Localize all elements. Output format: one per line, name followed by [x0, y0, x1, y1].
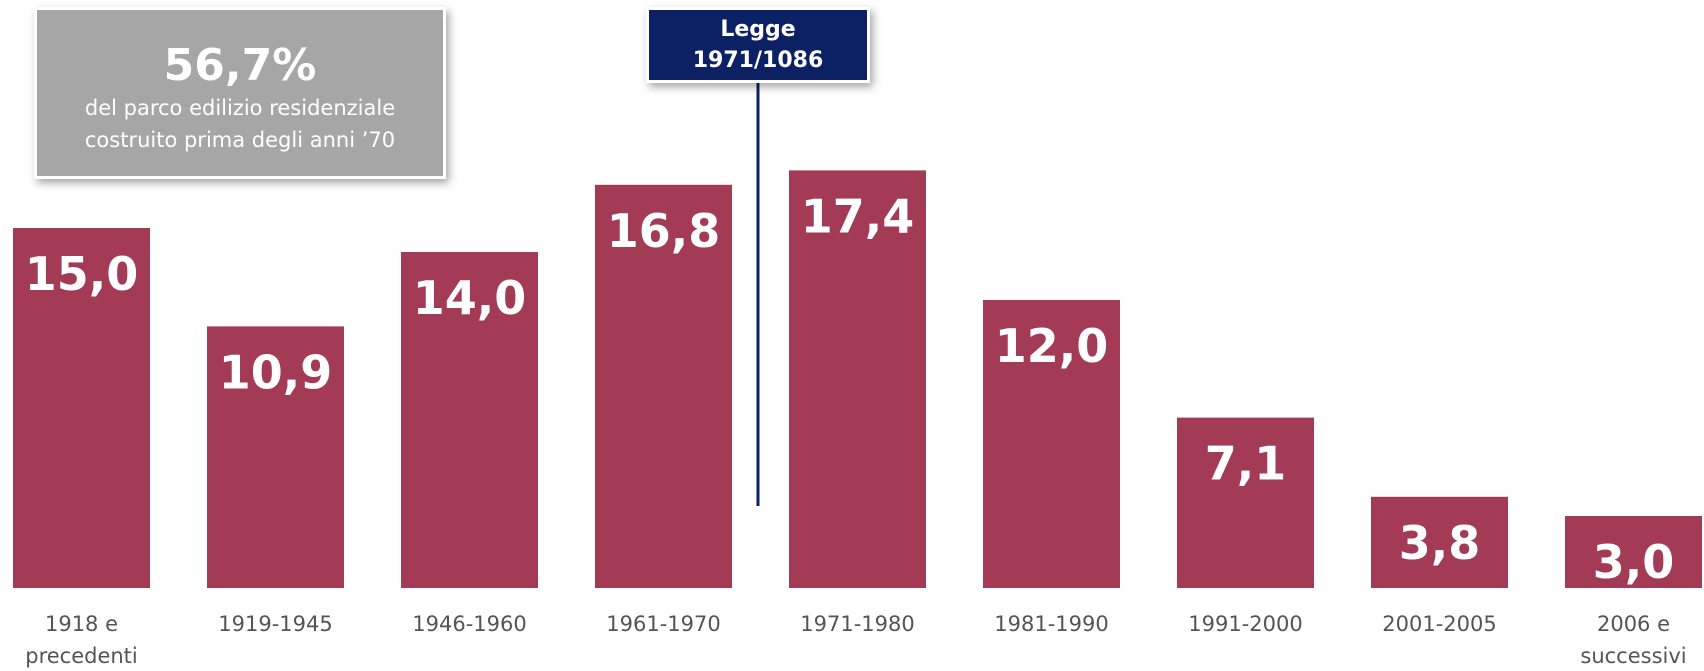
bar — [1177, 417, 1314, 588]
marker-box: Legge 1971/1086 — [646, 7, 870, 83]
x-tick-label: 1981-1990 — [994, 612, 1109, 636]
bar — [1565, 516, 1702, 588]
x-tick-label: 1918 e precedenti — [25, 612, 138, 668]
x-tick-label: 1991-2000 — [1188, 612, 1303, 636]
x-tick-label: 2006 e successivi — [1580, 612, 1687, 668]
value-label: 10,9 — [219, 345, 333, 399]
x-tick-label: 1961-1970 — [606, 612, 721, 636]
x-tick-label: 1919-1945 — [218, 612, 333, 636]
bar — [983, 300, 1120, 588]
bar — [207, 326, 344, 588]
value-label: 17,4 — [801, 189, 915, 243]
value-label: 16,8 — [607, 204, 721, 258]
value-label: 14,0 — [413, 271, 527, 325]
value-label: 3,0 — [1593, 535, 1675, 589]
bar — [401, 252, 538, 588]
bar — [13, 228, 150, 588]
marker-text: Legge — [720, 17, 796, 42]
value-label: 7,1 — [1205, 437, 1287, 491]
bar — [1371, 496, 1508, 588]
bar — [789, 170, 926, 588]
x-tick-label: 1946-1960 — [412, 612, 527, 636]
callout-text: del parco edilizio residenziale — [84, 96, 396, 120]
callout-box: 56,7% del parco edilizio residenziale co… — [34, 7, 446, 179]
x-tick-label: 1971-1980 — [800, 612, 915, 636]
value-label: 3,8 — [1399, 516, 1481, 570]
bar — [595, 184, 732, 589]
marker-text: 1971/1086 — [692, 48, 824, 73]
callout-value: 56,7% — [163, 40, 317, 91]
value-label: 12,0 — [995, 319, 1109, 373]
x-tick-label: 2001-2005 — [1382, 612, 1497, 636]
value-label: 15,0 — [25, 247, 139, 301]
callout-text: costruito prima degli anni ’70 — [84, 128, 396, 152]
